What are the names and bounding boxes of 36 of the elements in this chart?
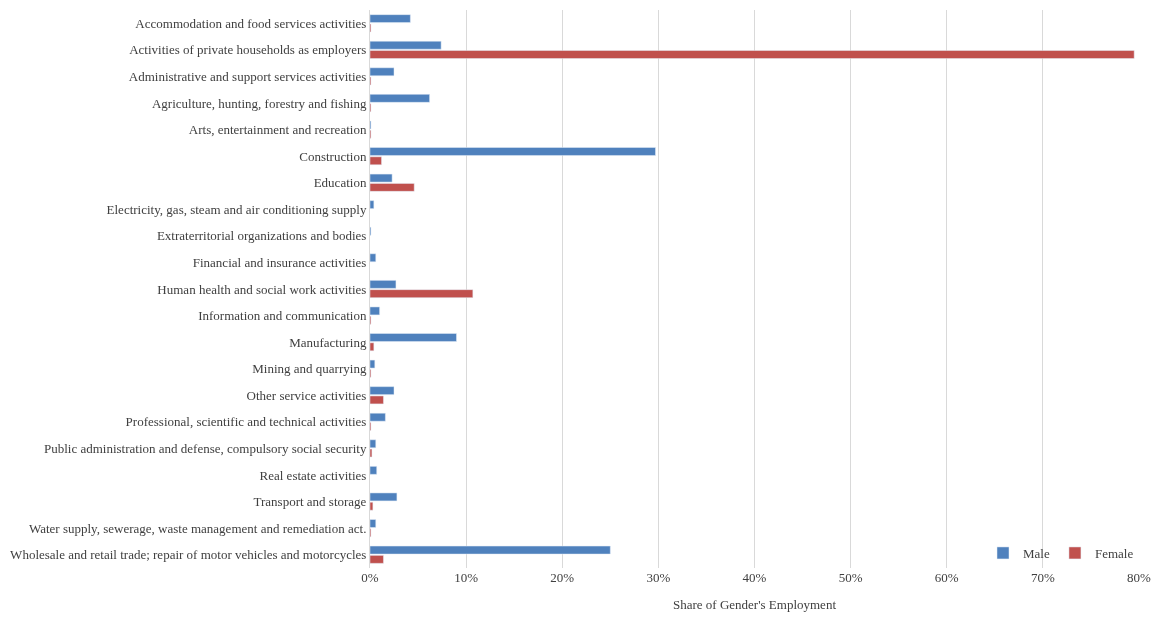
- y-tick-label: Financial and insurance activities: [192, 254, 367, 270]
- y-tick-label: Accommodation and food services activities: [135, 15, 367, 31]
- y-tick-label: Education: [313, 175, 367, 191]
- y-tick-label: Human health and social work activities: [157, 281, 367, 297]
- y-tick-label: Administrative and support services activities: [128, 68, 367, 84]
- x-tick-label: 60%: [934, 570, 959, 585]
- y-tick-label: Transport and storage: [253, 494, 367, 510]
- y-tick-label: Real estate activities: [259, 467, 367, 483]
- x-tick-label: 50%: [838, 570, 863, 585]
- bar: [370, 253, 377, 263]
- y-tick-label: Activities of private households as employers: [129, 42, 367, 58]
- x-tick-label: 40%: [742, 570, 767, 585]
- y-tick-label: Public administration and defense, compulsory social security: [43, 440, 367, 456]
- y-tick-label: Water supply, sewerage, waste management and remediation act.: [28, 520, 367, 536]
- x-axis-title: Share of Gender's Employment: [673, 596, 837, 612]
- x-tick-label: 70%: [1030, 570, 1055, 585]
- y-tick-label: Construction: [299, 148, 367, 164]
- x-tick-label: 30%: [646, 570, 671, 585]
- y-tick-label: Electricity, gas, steam and air conditioning supply: [106, 201, 367, 217]
- x-tick-label: 20%: [550, 570, 575, 585]
- y-tick-label: Agriculture, hunting, forestry and fishing: [151, 95, 367, 111]
- y-tick-label: Other service activities: [246, 387, 367, 403]
- x-tick-label: 10%: [454, 570, 479, 585]
- y-tick-label: Wholesale and retail trade; repair of motor vehicles and motorcycles: [10, 547, 367, 563]
- legend-label: Female: [1094, 546, 1134, 562]
- x-tick-label: 80%: [1127, 570, 1152, 585]
- y-tick-label: Mining and quarrying: [252, 361, 367, 377]
- y-tick-label: Manufacturing: [289, 334, 367, 350]
- legend-label: Male: [1023, 546, 1050, 562]
- x-tick-label: 0%: [361, 570, 379, 585]
- y-tick-label: Professional, scientific and technical activities: [125, 414, 367, 430]
- y-tick-label: Extraterritorial organizations and bodies: [156, 228, 367, 244]
- y-tick-label: Information and communication: [198, 308, 367, 324]
- y-tick-label: Arts, entertainment and recreation: [188, 122, 367, 138]
- bar: [370, 466, 377, 475]
- bar: [370, 200, 375, 209]
